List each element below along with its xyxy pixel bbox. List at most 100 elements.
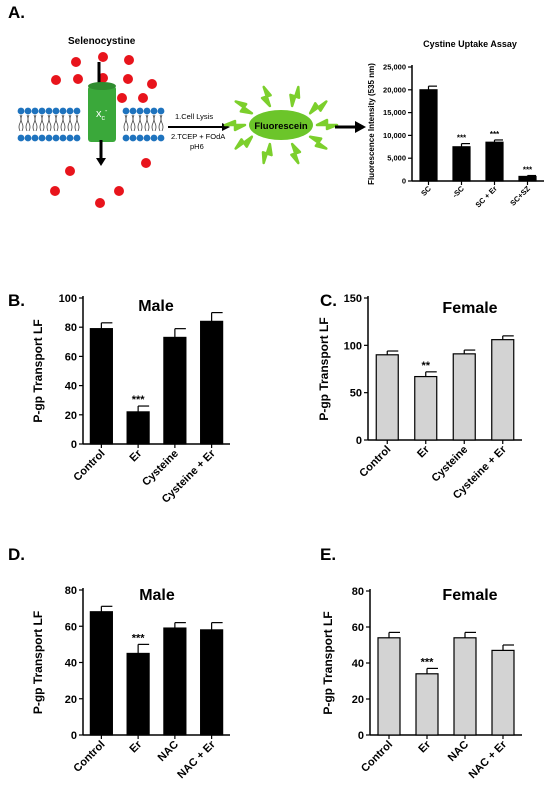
lipid-tail-icon (76, 114, 80, 132)
lipid-tail-icon (151, 114, 155, 132)
lipid-head-icon (122, 107, 130, 115)
lipid-head-icon (73, 107, 81, 115)
red-dot-icon (138, 93, 148, 103)
lipid-tail-icon (132, 114, 136, 132)
lipid-tail-icon (62, 114, 66, 132)
lipid-tail-icon (158, 114, 162, 132)
bar (377, 637, 401, 736)
lipid-head-icon (129, 107, 137, 115)
bar (453, 637, 477, 736)
chart-c: C. Female P-gp Transport LF 0 50 100 150 Contro… (317, 291, 522, 502)
lipid-head-icon (24, 107, 32, 115)
lipid-head-icon (17, 107, 25, 115)
red-dot-icon (50, 52, 157, 208)
chart-e: E. Female P-gp Transport LF 0 20 40 60 80 Contro… (320, 545, 522, 781)
lipid-head-icon (129, 134, 137, 142)
red-dot-icon (123, 74, 133, 84)
lightning-bolt-icon (223, 119, 247, 132)
red-dot-icon (95, 198, 105, 208)
chart-a: Cystine Uptake Assay Fluorescence Intensi… (367, 39, 544, 209)
lipid-head-icon (59, 134, 67, 142)
bar (126, 652, 150, 736)
x-tick-label: Control (71, 448, 107, 484)
lipid-tail-icon (69, 114, 73, 132)
red-dot-icon (147, 79, 157, 89)
red-dot-icon (124, 55, 134, 65)
y-tick-label: 60 (65, 351, 77, 363)
lightning-bolt-icon (260, 85, 272, 108)
panel-a-label: A. (8, 3, 25, 22)
panel-label: D. (8, 545, 25, 564)
y-tick-label: 80 (65, 322, 77, 334)
lipid-tail-icon (137, 114, 141, 132)
significance-label: *** (490, 130, 500, 139)
significance-label: *** (421, 656, 435, 668)
y-tick-label: 100 (59, 293, 77, 305)
lipid-tail-icon (146, 114, 150, 132)
lipid-head-icon (157, 134, 165, 142)
transporter-icon: xc- (88, 62, 116, 166)
y-tick-label: 40 (65, 381, 77, 393)
panel-a-diagram: A. Selenocystine xc- 1.Cell Lysis 2.TCEP… (8, 3, 366, 208)
lipid-tail-icon (25, 114, 29, 132)
y-tick-label: 150 (344, 293, 362, 305)
chart-b: B. Male P-gp Transport LF 0 20 40 60 80 100 Contr… (8, 291, 230, 506)
lipid-tail-icon (139, 114, 143, 132)
y-tick-label: 100 (344, 340, 362, 352)
lipid-head-icon (157, 107, 165, 115)
lightning-bolt-icon (308, 135, 328, 150)
y-tick-label: 0 (71, 439, 77, 451)
x-tick-label: SC + Er (474, 184, 499, 209)
step-arrow-icon (168, 123, 230, 131)
charts-layer: Cystine Uptake Assay Fluorescence Intensi… (8, 39, 544, 781)
bar (485, 141, 504, 182)
chart-title: Female (442, 587, 497, 604)
lipid-head-icon (136, 107, 144, 115)
selenocystine-label: Selenocystine (68, 36, 136, 47)
lipid-head-icon (52, 107, 60, 115)
lightning-bolt-icon (234, 135, 254, 150)
bar (491, 649, 515, 736)
bar (452, 146, 471, 182)
bar (126, 411, 150, 445)
lipid-tail-icon (46, 114, 50, 132)
lipid-tail-icon (27, 114, 31, 132)
significance-label: *** (132, 394, 146, 406)
y-tick-label: 5,000 (387, 154, 406, 163)
lipid-tail-icon (60, 114, 64, 132)
bar (163, 336, 187, 445)
step-1-label: 1.Cell Lysis (175, 112, 213, 121)
y-tick-label: 80 (65, 585, 77, 597)
lipid-head-icon (31, 134, 39, 142)
lipid-head-icon (150, 107, 158, 115)
bar (452, 353, 476, 441)
bar (163, 627, 187, 736)
y-tick-label: 40 (65, 658, 77, 670)
bar (200, 320, 224, 445)
chart-d: D. Male P-gp Transport LF 0 20 40 60 80 Control *… (8, 545, 230, 781)
chart-title: Male (139, 587, 175, 604)
red-dot-icon (51, 75, 61, 85)
x-tick-label: SC+SZ (508, 184, 532, 208)
red-dot-icon (73, 74, 83, 84)
red-dot-icon (114, 186, 124, 196)
x-tick-label: NAC (446, 739, 471, 764)
lipid-head-icon (52, 134, 60, 142)
lipid-head-icon (150, 134, 158, 142)
y-tick-label: 25,000 (383, 63, 406, 72)
significance-label: *** (132, 632, 146, 644)
red-dot-icon (71, 57, 81, 67)
y-tick-label: 20,000 (383, 85, 406, 94)
lightning-bolt-icon (308, 100, 328, 115)
result-arrow-icon (335, 121, 366, 133)
lightning-bolt-icon (234, 100, 254, 115)
x-tick-label: NAC + Er (175, 738, 218, 781)
y-tick-label: 60 (352, 622, 364, 634)
red-dot-icon (117, 93, 127, 103)
fluorescein-label: Fluorescein (254, 121, 308, 132)
y-axis-label: P-gp Transport LF (321, 611, 335, 714)
y-tick-label: 20 (352, 694, 364, 706)
x-tick-label: Er (416, 738, 433, 755)
lipid-head-icon (31, 107, 39, 115)
